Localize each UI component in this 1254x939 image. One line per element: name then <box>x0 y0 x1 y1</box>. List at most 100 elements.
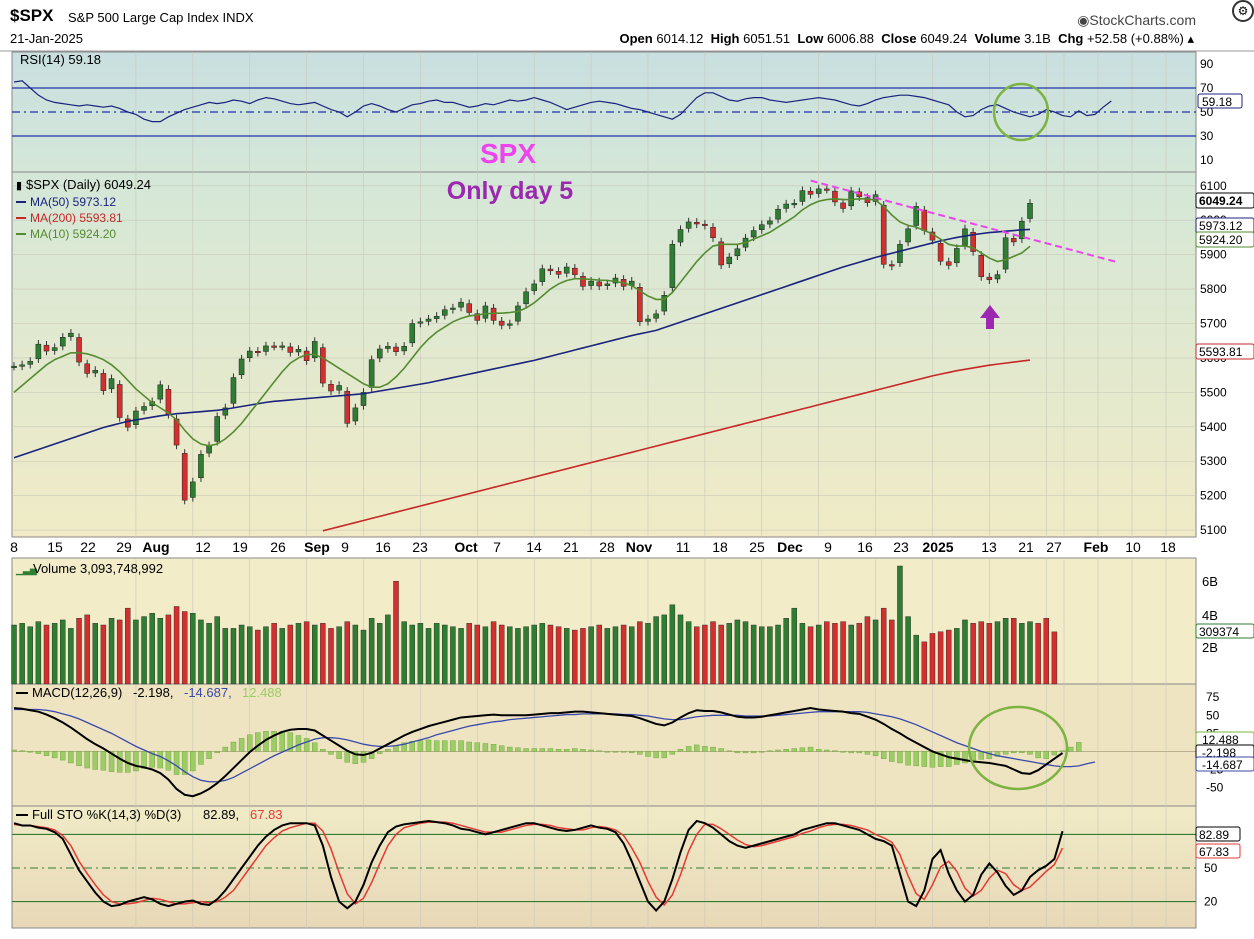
volume-bar <box>385 614 391 685</box>
rsi-value-box <box>1197 93 1243 109</box>
volume-bar <box>848 624 854 685</box>
sto-value-label: 82.89 <box>1199 828 1229 842</box>
volume-bar <box>824 621 830 685</box>
macd-histogram-bar <box>734 751 741 754</box>
volume-bar <box>710 621 716 685</box>
macd-tick-label: -50 <box>1206 781 1224 795</box>
candle-body <box>157 384 164 400</box>
x-tick-label: Dec <box>777 539 803 555</box>
macd-histogram-bar <box>51 751 58 759</box>
candle-body <box>206 445 212 454</box>
macd-histogram-bar <box>360 751 367 763</box>
sto-panel-bg <box>12 806 1196 928</box>
candle-body <box>108 378 115 390</box>
volume-bar <box>612 626 619 685</box>
exchange: INDX <box>222 10 254 25</box>
candle-body <box>92 370 99 374</box>
macd-histogram-bar <box>417 740 424 752</box>
volume-bar <box>377 623 383 685</box>
macd-histogram-bar <box>531 748 537 752</box>
high-label: High <box>710 31 740 46</box>
macd-histogram-bar <box>913 751 919 767</box>
macd-histogram-bar <box>450 740 456 752</box>
candle-body <box>230 377 237 404</box>
candle-body <box>539 268 546 282</box>
macd-histogram-bar <box>832 750 838 752</box>
spx-annotation-text: SPX <box>480 138 536 169</box>
candle-body <box>832 190 838 203</box>
price-value-box <box>1195 231 1254 248</box>
macd-line <box>13 707 1064 798</box>
macd-histogram-bar <box>718 748 724 752</box>
volume-bar <box>620 624 627 685</box>
volume-bar <box>19 623 25 685</box>
price-tick-label: 6100 <box>1200 179 1227 193</box>
candle-body <box>775 208 781 220</box>
candle-body <box>59 337 66 347</box>
trendline <box>810 179 1116 263</box>
macd-circle-annotation <box>967 705 1069 791</box>
candle-body <box>661 295 668 312</box>
price-tick-label: 5400 <box>1200 420 1227 434</box>
settings-icon[interactable]: ⚙ <box>1232 0 1254 22</box>
volume-bar <box>336 626 342 685</box>
macd-histogram-bar <box>962 751 968 764</box>
macd-histogram-bar <box>312 742 318 752</box>
rsi-tick-label: 10 <box>1200 153 1214 167</box>
macd-histogram-bar <box>279 730 285 752</box>
volume-bar <box>750 624 757 685</box>
x-tick-label: 12 <box>195 539 211 555</box>
candle-body <box>433 316 440 319</box>
volume-bar <box>807 626 814 685</box>
macd-histogram-bar <box>604 751 611 753</box>
macd-histogram-bar <box>1011 751 1017 754</box>
volume-bar <box>198 619 204 685</box>
volume-bar <box>1027 621 1033 685</box>
candle-body <box>848 190 854 207</box>
volume-bar <box>263 626 269 685</box>
volume-bar <box>35 621 42 685</box>
candle-body <box>572 267 578 275</box>
macd-histogram-bar <box>157 751 164 769</box>
volume-bar <box>531 624 537 685</box>
macd-histogram-bar <box>498 745 505 752</box>
macd-histogram-bar <box>474 742 481 752</box>
volume-bar <box>352 624 359 685</box>
macd-legend-macd: -2.198, <box>133 685 173 700</box>
macd-histogram-bar <box>206 751 212 759</box>
macd-histogram-bar <box>726 750 732 752</box>
volume-bar <box>897 565 903 685</box>
price-panel-bg <box>12 172 1196 537</box>
candle-body <box>417 321 424 324</box>
candle-body <box>815 188 822 194</box>
volume-bar <box>970 623 976 685</box>
macd-histogram-bar <box>116 751 123 773</box>
sto-tick-label: 20 <box>1204 895 1218 909</box>
volume-bar <box>507 626 513 685</box>
volume-bar <box>775 624 781 685</box>
macd-histogram-bar <box>791 748 798 752</box>
sto-value-box <box>1195 843 1241 859</box>
ma-line-MA50 <box>13 228 1031 459</box>
x-tick-label: 23 <box>412 539 428 555</box>
volume-bar <box>43 624 50 685</box>
chg-label: Chg <box>1058 31 1084 46</box>
volume-bar <box>165 614 172 685</box>
macd-histogram-bar <box>807 746 814 752</box>
price-value-box <box>1195 343 1254 360</box>
x-tick-label: 21 <box>563 539 579 555</box>
candle-body <box>474 313 481 321</box>
candle-body <box>198 454 204 479</box>
ma-legend-label: MA(10) 5924.20 <box>30 227 116 241</box>
volume-bar <box>547 624 554 685</box>
index-name: S&P 500 Large Cap Index <box>68 10 219 25</box>
x-tick-label: Feb <box>1084 539 1109 555</box>
candle-body <box>945 261 952 266</box>
volume-bar <box>978 621 984 685</box>
candle-body <box>409 323 416 344</box>
up-triangle-icon: ▴ <box>1187 31 1194 46</box>
chart-panels <box>0 50 1254 929</box>
candle-body <box>222 407 229 416</box>
candle-body <box>385 345 391 349</box>
volume-bar <box>490 621 497 685</box>
